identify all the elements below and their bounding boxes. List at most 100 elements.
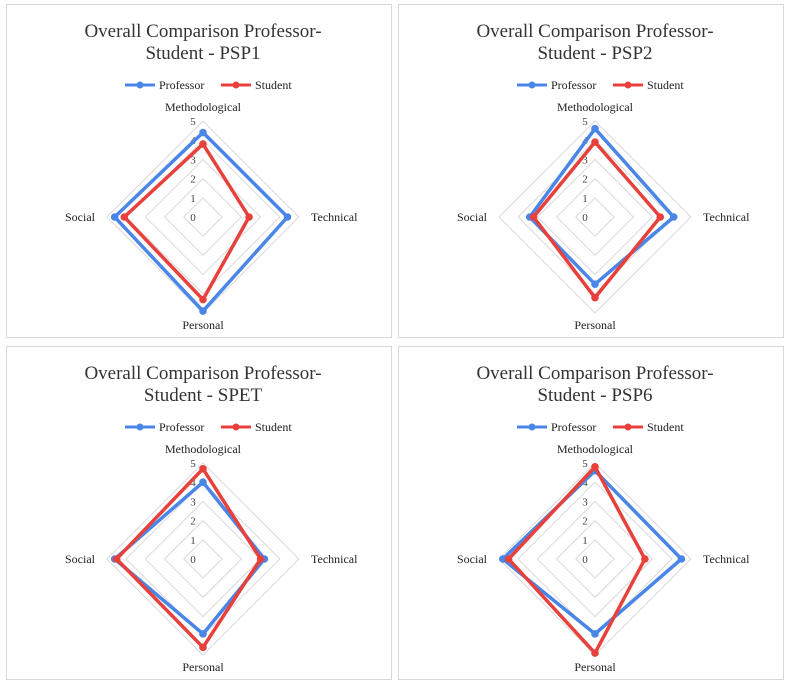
chart-title-line: Overall Comparison Professor- — [84, 21, 321, 42]
tick-label: 3 — [190, 154, 196, 166]
grid-ring — [536, 158, 654, 276]
data-point — [591, 293, 599, 302]
tick-label: 5 — [582, 458, 588, 470]
legend-label: Student — [647, 420, 684, 434]
tick-label: 2 — [190, 174, 196, 186]
data-point — [591, 124, 599, 133]
axis-label: Methodological — [557, 100, 634, 114]
chart-title-line: Student - PSP1 — [145, 43, 260, 64]
data-point — [499, 555, 507, 563]
tick-label: 3 — [582, 154, 588, 166]
axis-label: Personal — [182, 318, 224, 332]
grid-ring — [106, 120, 300, 314]
axis-label: Social — [65, 210, 96, 224]
legend-label: Student — [647, 78, 684, 92]
chart-title-line: Overall Comparison Professor- — [476, 363, 713, 384]
tick-label: 0 — [190, 554, 196, 566]
grid-ring — [125, 481, 281, 637]
tick-label: 0 — [582, 212, 588, 224]
tick-label: 1 — [582, 193, 588, 205]
data-point — [112, 555, 121, 563]
tick-label: 3 — [190, 496, 196, 508]
grid-ring — [144, 158, 262, 276]
tick-label: 1 — [190, 535, 196, 547]
data-point — [591, 630, 599, 638]
axis-label: Technical — [703, 210, 750, 224]
data-point — [669, 213, 678, 221]
tick-label: 1 — [582, 535, 588, 547]
tick-label: 0 — [582, 554, 588, 566]
chart-title-line: Student - PSP2 — [537, 43, 652, 64]
data-point — [256, 555, 265, 563]
radar-grid — [106, 462, 300, 656]
radar-panel-spet: Overall Comparison Professor- Student - S… — [6, 346, 392, 680]
data-point — [199, 140, 207, 148]
data-point — [199, 478, 207, 486]
axis-label: Methodological — [557, 442, 634, 456]
grid-ring — [498, 120, 692, 314]
axis-label: Social — [65, 552, 96, 566]
radar-grid — [498, 462, 692, 656]
data-point — [245, 213, 253, 221]
legend-label: Professor — [159, 420, 204, 434]
tick-label: 4 — [190, 477, 196, 489]
axis-label: Personal — [182, 660, 224, 674]
grid-ring — [183, 197, 223, 237]
data-point — [199, 128, 207, 137]
grid-ring — [555, 519, 635, 599]
legend: Professor Student — [125, 420, 292, 434]
tick-label: 0 — [190, 212, 196, 224]
legend-label: Student — [255, 78, 292, 92]
axis-label: Personal — [574, 318, 616, 332]
radar-panel-psp2: Overall Comparison Professor- Student - P… — [398, 4, 784, 338]
tick-label: 2 — [190, 516, 196, 528]
chart-title-line: Overall Comparison Professor- — [84, 363, 321, 384]
data-point — [656, 213, 665, 221]
series-line — [531, 140, 663, 300]
radar-chart-svg: Overall Comparison Professor-Student - P… — [457, 21, 750, 332]
legend-swatch-marker — [528, 423, 536, 431]
grid-ring — [555, 177, 635, 257]
chart-title-line: Overall Comparison Professor- — [476, 21, 713, 42]
data-point — [110, 213, 119, 221]
axis-label: Technical — [311, 210, 358, 224]
data-point — [199, 630, 207, 638]
data-point — [120, 213, 129, 221]
tick-label: 5 — [582, 116, 588, 128]
data-point — [199, 295, 207, 304]
grid-ring — [517, 139, 673, 295]
series-student — [120, 140, 253, 304]
radar-chart-svg: Overall Comparison Professor-Student - S… — [65, 363, 358, 674]
data-point — [283, 213, 292, 221]
grid-ring — [183, 539, 223, 579]
radar-grid — [498, 120, 692, 314]
data-point — [504, 555, 513, 563]
tick-label: 4 — [582, 477, 588, 489]
grid-ring — [125, 139, 281, 295]
data-point — [199, 643, 207, 652]
series-professor — [525, 124, 678, 289]
grid-ring — [498, 462, 692, 656]
legend-swatch-marker — [624, 81, 632, 89]
legend-swatch-marker — [136, 423, 144, 431]
legend: Professor Student — [125, 78, 292, 92]
data-point — [677, 555, 686, 563]
legend-label: Professor — [159, 78, 204, 92]
grid-ring — [517, 481, 673, 637]
series-professor — [110, 128, 292, 315]
grid-ring — [163, 177, 243, 257]
data-point — [199, 307, 207, 315]
radar-chart-svg: Overall Comparison Professor-Student - P… — [65, 21, 358, 332]
radar-panel-psp1: Overall Comparison Professor- Student - P… — [6, 4, 392, 338]
tick-label: 5 — [190, 116, 196, 128]
axis-label: Social — [457, 210, 488, 224]
grid-ring — [575, 197, 615, 237]
series-student — [112, 464, 265, 652]
radar-grid — [106, 120, 300, 314]
tick-label: 1 — [190, 193, 196, 205]
legend: Professor Student — [517, 78, 684, 92]
chart-title-line: Student - PSP6 — [537, 385, 652, 406]
grid-ring — [575, 539, 615, 579]
legend-swatch-marker — [232, 423, 240, 431]
legend-swatch-marker — [232, 81, 240, 89]
